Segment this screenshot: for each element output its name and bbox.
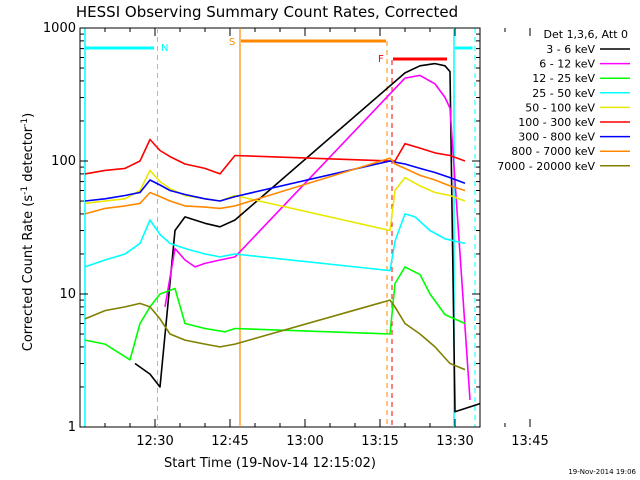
y-axis-ticks: 1 10 100 1000 [43, 21, 480, 435]
y-axis-label-sup1: -1 [20, 186, 30, 195]
y-axis-label: Corrected Count Rate (s-1 detector-1) [20, 113, 36, 351]
timestamp: 19-Nov-2014 19:06 [568, 468, 636, 476]
legend-label: 50 - 100 keV [525, 101, 595, 114]
y-tick-label: 1 [68, 420, 76, 435]
x-tick-label: 13:30 [436, 434, 473, 449]
y-axis-label-mid: detector [21, 126, 36, 186]
legend-label: 7000 - 20000 keV [497, 160, 595, 173]
chart-title: HESSI Observing Summary Count Rates, Cor… [76, 3, 458, 21]
series-line-3 [84, 266, 466, 361]
y-axis-label-main: Corrected Count Rate (s [21, 195, 36, 352]
night-marker: N [161, 43, 168, 54]
x-tick-label: 12:45 [211, 434, 248, 449]
y-tick-label: 100 [51, 154, 76, 169]
legend-label: 300 - 800 keV [518, 131, 595, 144]
y-axis-label-sup2: -1 [20, 118, 30, 127]
x-axis-ticks: 12:30 12:45 13:00 13:15 13:30 13:45 [104, 28, 549, 449]
legend-label: 25 - 50 keV [532, 87, 595, 100]
legend-header: Det 1,3,6, Att 0 [544, 28, 628, 41]
y-axis-label-end: ) [21, 113, 36, 118]
y-tick-label: 1000 [43, 21, 76, 36]
legend-label: 12 - 25 keV [532, 72, 595, 85]
series-line-4 [84, 213, 466, 272]
x-tick-label: 12:30 [136, 434, 173, 449]
series-line-7 [84, 160, 466, 202]
series-line-1 [134, 62, 481, 413]
series-layer [84, 62, 481, 413]
flare-marker: F [378, 54, 384, 65]
legend-label: 3 - 6 keV [546, 43, 595, 56]
series-line-2 [164, 74, 471, 400]
observation-bands: N S F [84, 28, 476, 427]
x-tick-label: 13:15 [361, 434, 398, 449]
legend-label: 800 - 7000 keV [511, 145, 595, 158]
saa-marker: S [229, 37, 235, 48]
x-tick-label: 13:00 [286, 434, 323, 449]
legend-label: 6 - 12 keV [539, 58, 595, 71]
series-line-9 [84, 299, 466, 371]
x-tick-label: 13:45 [511, 434, 548, 449]
legend-label: 100 - 300 keV [518, 116, 595, 129]
series-line-8 [84, 157, 466, 215]
y-tick-label: 10 [59, 287, 76, 302]
x-axis-label: Start Time (19-Nov-14 12:15:02) [164, 456, 376, 471]
series-line-6 [84, 138, 466, 175]
